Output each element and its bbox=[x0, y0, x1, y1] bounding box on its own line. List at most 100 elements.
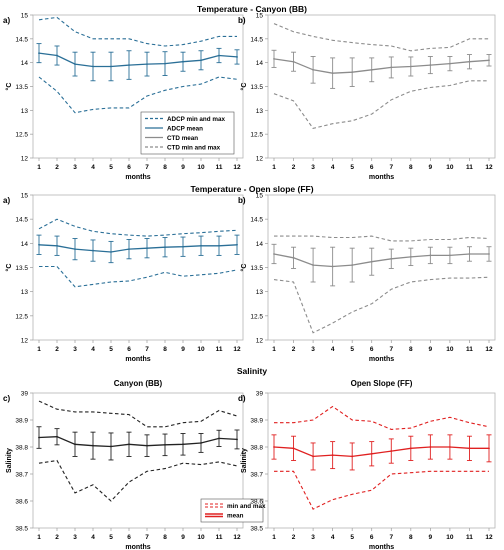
data-point bbox=[110, 251, 112, 253]
x-axis-label: months bbox=[125, 356, 150, 363]
x-tick-label: 7 bbox=[145, 164, 149, 171]
x-tick-label: 8 bbox=[163, 164, 167, 171]
x-tick-label: 9 bbox=[181, 346, 185, 353]
y-tick-label: 38.7 bbox=[15, 472, 28, 479]
data-point bbox=[56, 54, 58, 57]
data-point bbox=[74, 63, 76, 65]
chart-title: Open Slope (FF) bbox=[351, 379, 413, 388]
data-point bbox=[200, 244, 202, 247]
x-tick-label: 12 bbox=[233, 164, 241, 171]
x-tick-label: 1 bbox=[37, 534, 41, 541]
x-tick-label: 1 bbox=[272, 346, 276, 353]
legend: min and max mean bbox=[200, 498, 266, 523]
data-point bbox=[429, 254, 432, 257]
x-tick-label: 7 bbox=[389, 534, 393, 541]
x-tick-label: 2 bbox=[55, 164, 59, 171]
section-title-temperature-canyon: Temperature - Canyon (BB) bbox=[197, 4, 307, 14]
data-point bbox=[164, 62, 166, 65]
x-tick-label: 3 bbox=[311, 164, 315, 171]
y-tick-label: 13.5 bbox=[250, 265, 263, 272]
min-max-series-line bbox=[273, 276, 490, 334]
legend-label: ADCP min and max bbox=[167, 116, 225, 123]
data-point bbox=[74, 248, 76, 251]
x-tick-label: 12 bbox=[233, 346, 241, 353]
x-tick-label: 3 bbox=[311, 534, 315, 541]
legend: ADCP min and max ADCP mean CTD mean CTD min… bbox=[140, 111, 235, 155]
panel-label: c) bbox=[3, 394, 10, 403]
data-point bbox=[182, 245, 184, 248]
min-max-series-line bbox=[274, 470, 489, 510]
x-tick-label: 9 bbox=[429, 346, 433, 353]
section-title-temperature-slope: Temperature - Open slope (FF) bbox=[190, 184, 313, 194]
data-point bbox=[488, 447, 490, 450]
data-point bbox=[74, 443, 76, 446]
y-tick-label: 15 bbox=[256, 13, 264, 20]
x-tick-label: 12 bbox=[485, 534, 493, 541]
chart-title: Canyon (BB) bbox=[114, 379, 163, 388]
x-tick-label: 5 bbox=[109, 164, 113, 171]
y-tick-label: 15 bbox=[21, 13, 29, 20]
data-point bbox=[292, 447, 295, 450]
data-point bbox=[146, 247, 148, 250]
x-tick-label: 6 bbox=[370, 534, 374, 541]
data-point bbox=[449, 446, 451, 448]
panel-label: b) bbox=[238, 196, 246, 205]
plot-area bbox=[267, 392, 496, 529]
y-tick-label: 15 bbox=[21, 193, 29, 200]
x-tick-label: 7 bbox=[145, 534, 149, 541]
x-tick-label: 4 bbox=[91, 534, 95, 541]
panel-label: d) bbox=[238, 394, 246, 403]
x-tick-label: 9 bbox=[181, 164, 185, 171]
x-tick-label: 1 bbox=[37, 164, 41, 171]
x-tick-label: 7 bbox=[389, 164, 393, 171]
y-tick-label: 38.9 bbox=[250, 418, 263, 425]
data-point bbox=[488, 253, 490, 255]
x-tick-label: 12 bbox=[485, 164, 493, 171]
y-tick-label: 12 bbox=[21, 156, 29, 163]
y-tick-label: 12 bbox=[21, 338, 29, 345]
data-point bbox=[292, 256, 295, 259]
data-point bbox=[409, 447, 412, 450]
y-tick-label: 14 bbox=[256, 241, 264, 248]
x-tick-label: 5 bbox=[350, 164, 354, 171]
data-point bbox=[273, 253, 275, 255]
x-tick-label: 1 bbox=[272, 534, 276, 541]
x-tick-label: 10 bbox=[197, 164, 205, 171]
mean-series-line bbox=[273, 446, 489, 458]
x-tick-label: 8 bbox=[163, 534, 167, 541]
x-tick-label: 10 bbox=[197, 534, 205, 541]
x-tick-label: 11 bbox=[216, 534, 223, 541]
y-tick-label: 12.5 bbox=[250, 313, 263, 320]
mean-series-line bbox=[273, 253, 489, 268]
y-axis-label: °C bbox=[240, 83, 248, 91]
y-tick-label: 13.5 bbox=[250, 84, 263, 91]
data-point bbox=[92, 65, 94, 68]
min-max-series-line bbox=[38, 459, 238, 502]
data-point bbox=[38, 436, 40, 439]
x-tick-label: 6 bbox=[127, 164, 131, 171]
x-tick-label: 5 bbox=[109, 346, 113, 353]
data-point bbox=[409, 255, 412, 258]
data-point bbox=[312, 68, 314, 71]
min-max-series-line bbox=[274, 235, 490, 242]
mean-series-line bbox=[273, 58, 490, 74]
y-tick-label: 15 bbox=[256, 193, 264, 200]
y-tick-label: 14 bbox=[256, 60, 264, 67]
data-point bbox=[331, 454, 334, 456]
min-max-series-line bbox=[273, 80, 489, 130]
y-tick-label: 38.5 bbox=[250, 526, 263, 533]
x-tick-label: 2 bbox=[292, 534, 296, 541]
x-tick-label: 3 bbox=[73, 164, 77, 171]
data-point bbox=[236, 438, 238, 441]
data-point bbox=[273, 446, 275, 448]
data-point bbox=[468, 253, 471, 255]
y-tick-label: 12 bbox=[256, 156, 264, 163]
y-tick-label: 14.5 bbox=[15, 217, 28, 224]
y-tick-label: 13 bbox=[21, 289, 29, 296]
x-tick-label: 4 bbox=[331, 534, 335, 541]
x-tick-label: 11 bbox=[216, 346, 223, 353]
